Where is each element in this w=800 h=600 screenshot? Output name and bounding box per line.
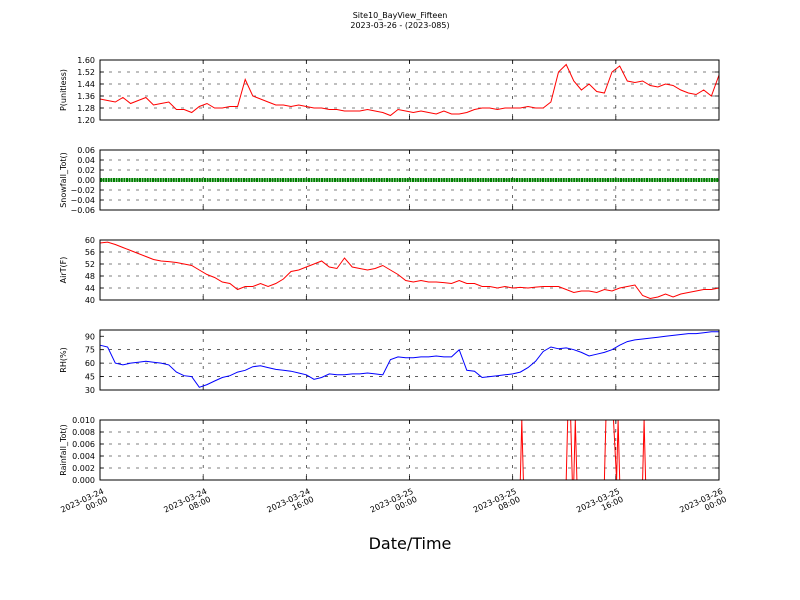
x-tick-label: 2023-03-2408:00 [162,487,212,523]
y-tick-label: −0.06 [70,206,95,215]
y-axis-label: Rainfall_Tot() [59,424,68,476]
y-tick-label: 44 [85,284,95,293]
y-axis-label: AirT(F) [59,257,68,284]
y-tick-label: 48 [85,272,95,281]
chart-title-line1: Site10_BayView_Fifteen [352,11,448,20]
y-tick-label: 0.000 [72,476,95,485]
panel-frame [99,59,720,121]
y-tick-label: 56 [85,248,95,257]
y-tick-label: 1.20 [77,116,95,125]
y-tick-label: 0.00 [77,176,95,185]
panel-frame [99,419,720,481]
y-tick-label: 0.002 [72,464,95,473]
y-tick-label: 90 [85,332,95,341]
series-line [99,331,719,388]
y-tick-label: −0.04 [70,196,95,205]
y-tick-label: 1.28 [77,104,95,113]
series-line [99,241,720,300]
y-tick-label: 52 [85,260,95,269]
x-tick-label: 2023-03-2400:00 [59,487,109,523]
y-tick-label: 0.04 [77,156,95,165]
y-tick-label: 45 [85,373,95,382]
y-tick-label: 60 [85,359,95,368]
y-tick-label: 40 [85,296,95,305]
y-tick-label: 1.44 [77,80,95,89]
y-axis-label: Snowfall_Tot() [59,152,68,208]
x-axis-label: Date/Time [368,534,452,553]
chart-title-line2: 2023-03-26 - (2023-085) [350,21,450,30]
x-tick-label: 2023-03-2516:00 [575,487,625,523]
series-line [99,63,720,117]
y-tick-label: 30 [85,386,95,395]
y-tick-label: 0.06 [77,146,95,155]
y-tick-label: 60 [85,236,95,245]
y-tick-label: 0.008 [72,428,95,437]
y-axis-label: P(unitless) [59,69,68,111]
y-tick-label: −0.02 [70,186,95,195]
y-tick-label: 0.010 [72,416,95,425]
x-tick-label: 2023-03-2600:00 [678,487,728,523]
y-axis-label: RH(%) [59,347,68,372]
x-tick-label: 2023-03-2508:00 [472,487,522,523]
y-tick-label: 0.004 [72,452,95,461]
panel-frame [99,149,720,211]
y-tick-label: 0.02 [77,166,95,175]
panel-frame [99,239,720,301]
y-tick-label: 1.36 [77,92,95,101]
y-tick-label: 1.52 [77,68,95,77]
x-tick-label: 2023-03-2500:00 [369,487,419,523]
y-tick-label: 75 [85,346,95,355]
panel-frame [99,329,720,391]
y-tick-label: 1.60 [77,56,95,65]
y-tick-label: 0.006 [72,440,95,449]
x-tick-label: 2023-03-2416:00 [266,487,316,523]
